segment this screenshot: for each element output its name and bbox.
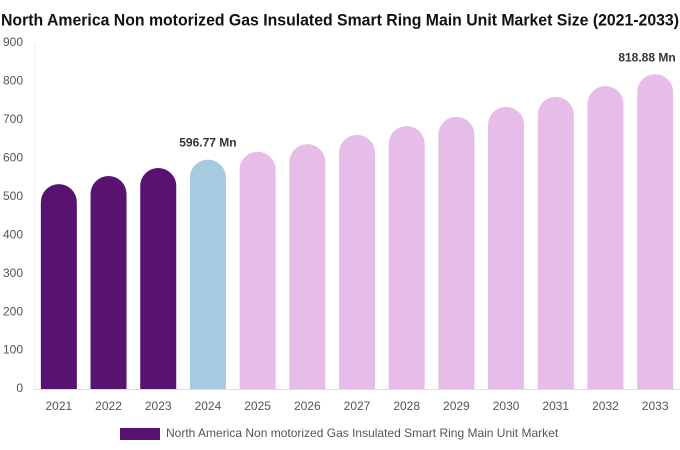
bar xyxy=(637,74,674,390)
legend-swatch xyxy=(120,428,160,440)
y-tick-label: 0 xyxy=(16,381,23,395)
y-tick-label: 100 xyxy=(3,343,23,357)
x-tick-label: 2028 xyxy=(393,399,420,413)
bar xyxy=(189,159,226,389)
bar xyxy=(140,167,177,389)
x-tick-label: 2027 xyxy=(344,399,371,413)
bar xyxy=(488,106,525,389)
x-tick-label: 2030 xyxy=(493,399,520,413)
bar xyxy=(587,86,624,390)
y-tick-label: 700 xyxy=(3,112,23,126)
y-tick-label: 400 xyxy=(3,227,23,241)
y-tick-label: 900 xyxy=(3,35,23,49)
bar xyxy=(90,176,127,389)
chart-title: North America Non motorized Gas Insulate… xyxy=(1,10,679,29)
x-tick-label: 2021 xyxy=(45,399,72,413)
x-tick-label: 2024 xyxy=(195,399,222,413)
bar xyxy=(239,151,276,389)
x-tick-label: 2025 xyxy=(244,399,271,413)
y-tick-label: 800 xyxy=(3,74,23,88)
y-tick-label: 300 xyxy=(3,266,23,280)
y-tick-label: 200 xyxy=(3,304,23,318)
legend-label: North America Non motorized Gas Insulate… xyxy=(166,426,559,440)
bar xyxy=(289,144,326,389)
x-tick-label: 2029 xyxy=(443,399,470,413)
x-tick-label: 2026 xyxy=(294,399,321,413)
bar xyxy=(388,126,425,390)
y-tick-label: 600 xyxy=(3,151,23,165)
bar xyxy=(40,184,77,389)
bar xyxy=(537,96,574,390)
x-tick-label: 2032 xyxy=(592,399,619,413)
x-tick-label: 2022 xyxy=(95,399,122,413)
x-tick-label: 2033 xyxy=(642,399,669,413)
data-label: 596.77 Mn xyxy=(179,136,236,150)
x-tick-label: 2023 xyxy=(145,399,172,413)
x-tick-label: 2031 xyxy=(542,399,569,413)
bar xyxy=(339,134,375,389)
bar xyxy=(438,116,475,389)
y-tick-label: 500 xyxy=(3,189,23,203)
data-label: 818.88 Mn xyxy=(618,50,675,64)
